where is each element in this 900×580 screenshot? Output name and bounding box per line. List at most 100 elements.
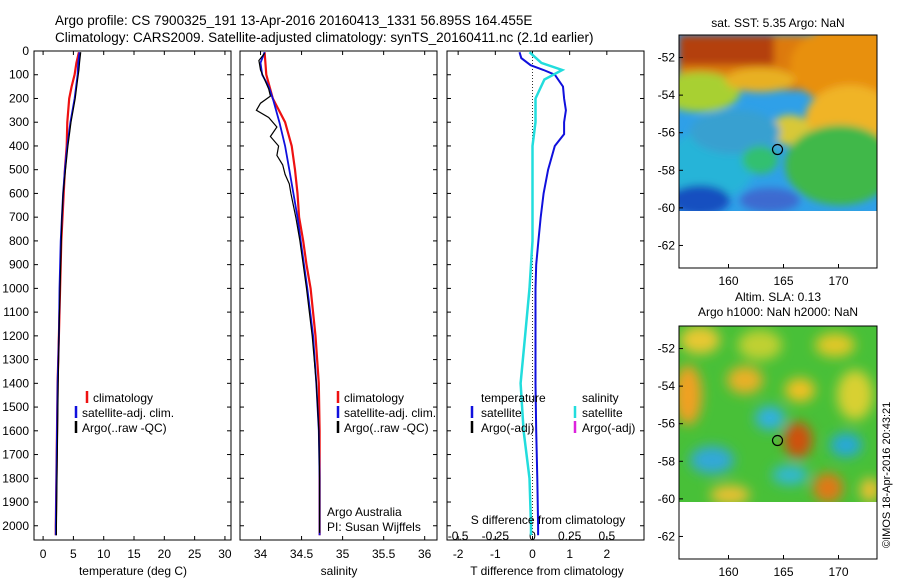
legend-label-argo: Argo(..raw -QC) — [344, 421, 429, 435]
salinity-tick-label: 34 — [254, 547, 268, 561]
depth-tick-label: 1600 — [2, 424, 29, 438]
sla-map-field — [679, 326, 877, 502]
depth-tick-label: 1000 — [2, 281, 29, 295]
legend-label-sal-argo: Argo(-adj) — [582, 421, 635, 435]
depth-tick-label: 200 — [9, 91, 29, 105]
pi-note: PI: Susan Wijffels — [327, 520, 421, 534]
temperature-tick-label: 25 — [188, 547, 202, 561]
legend-label-sal-satellite: satellite — [582, 406, 623, 420]
depth-tick-label: 1200 — [2, 329, 29, 343]
salinity-tick-label: 36 — [418, 547, 432, 561]
sst-map-ticks: 160 165 170 -52 -54 -56 -58 -60 -62 — [658, 51, 849, 288]
latitude-tick-label: -62 — [658, 238, 676, 252]
salinity-difference-tick-label: 0 — [529, 529, 536, 543]
latitude-tick-label: -60 — [658, 201, 676, 215]
latitude-tick-label: -60 — [658, 492, 676, 506]
difference-tick-label: 1 — [566, 547, 573, 561]
longitude-tick-label: 165 — [773, 274, 793, 288]
depth-axis-ticks: 0 100 200 300 400 500 600 700 800 900 1000 1100 1200… — [2, 44, 644, 533]
temperature-plot-frame — [33, 50, 232, 541]
longitude-tick-label: 170 — [828, 565, 848, 579]
salinity-tick-label: 35.5 — [372, 547, 396, 561]
depth-tick-label: 800 — [9, 234, 29, 248]
imos-credit: ©IMOS 18-Apr-2016 20:43:21 — [881, 402, 893, 548]
temperature-tick-label: 10 — [97, 547, 111, 561]
depth-tick-label: 1800 — [2, 471, 29, 485]
depth-tick-label: 1400 — [2, 376, 29, 390]
difference-series — [518, 51, 567, 536]
sla-map-subtitle: Argo h1000: NaN h2000: NaN — [698, 305, 858, 319]
salinity-legend: climatology satellite-adj. clim. Argo(..… — [327, 391, 436, 534]
legend-label-climatology: climatology — [344, 391, 404, 405]
depth-tick-label: 1700 — [2, 448, 29, 462]
salinity-line-0 — [263, 52, 321, 536]
depth-tick-label: 300 — [9, 115, 29, 129]
latitude-tick-label: -56 — [658, 126, 676, 140]
depth-tick-label: 100 — [9, 68, 29, 82]
temperature-tick-label: 20 — [158, 547, 172, 561]
legend-title-salinity: salinity — [582, 391, 619, 405]
sst-map-title: sat. SST: 5.35 Argo: NaN — [711, 16, 844, 30]
depth-tick-label: 1100 — [3, 305, 29, 319]
depth-tick-label: 1500 — [2, 400, 29, 414]
depth-tick-label: 1300 — [2, 353, 29, 367]
difference-tick-label: -1 — [490, 547, 501, 561]
temperature-tick-label: 5 — [70, 547, 77, 561]
longitude-tick-label: 165 — [773, 565, 793, 579]
salinity-xlabel: salinity — [321, 564, 358, 578]
depth-tick-label: 900 — [9, 258, 29, 272]
temperature-series — [54, 51, 82, 536]
temperature-line-2 — [55, 52, 82, 536]
difference-legend: temperature satellite Argo(-adj) salinit… — [470, 391, 635, 435]
difference-tick-label: 0 — [529, 547, 536, 561]
latitude-tick-label: -62 — [658, 529, 676, 543]
legend-title-temperature: temperature — [481, 391, 546, 405]
difference-tick-label: -2 — [453, 547, 464, 561]
temperature-tick-label: 15 — [127, 547, 141, 561]
temperature-xlabel: temperature (deg C) — [79, 564, 187, 578]
salinity-axis-ticks: 34 34.5 35 35.5 36 — [254, 51, 432, 561]
salinity-difference-tick-label: -0.25 — [482, 529, 510, 543]
sla-map-ticks: 160 165 170 -52 -54 -56 -58 -60 -62 — [658, 342, 849, 579]
depth-tick-label: 500 — [9, 163, 29, 177]
latitude-tick-label: -56 — [658, 417, 676, 431]
temperature-tick-label: 30 — [218, 547, 232, 561]
salinity-tick-label: 34.5 — [290, 547, 314, 561]
latitude-tick-label: -52 — [658, 342, 676, 356]
temperature-difference-line — [518, 51, 567, 536]
depth-tick-label: 0 — [22, 44, 29, 58]
difference-tick-label: 2 — [603, 547, 610, 561]
salinity-line-2 — [255, 53, 321, 533]
salinity-difference-tick-label: 0.5 — [598, 529, 615, 543]
temperature-legend: climatology satellite-adj. clim. Argo(..… — [74, 391, 174, 435]
salinity-tick-label: 35 — [336, 547, 350, 561]
legend-label-argo: Argo(..raw -QC) — [82, 421, 167, 435]
argo-location-marker — [771, 143, 784, 156]
depth-tick-label: 1900 — [2, 495, 29, 509]
depth-tick-label: 400 — [9, 139, 29, 153]
salinity-plot-frame — [239, 50, 438, 541]
figure-title-line2: Climatology: CARS2009. Satellite-adjuste… — [55, 30, 594, 45]
legend-label-temp-satellite: satellite — [481, 406, 522, 420]
difference-plot-frame — [446, 50, 645, 541]
latitude-tick-label: -52 — [658, 51, 676, 65]
sst-map-field — [679, 35, 877, 211]
latitude-tick-label: -54 — [658, 88, 676, 102]
salinity-difference-line — [519, 51, 566, 536]
temperature-tick-label: 0 — [40, 547, 47, 561]
depth-tick-label: 2000 — [2, 519, 29, 533]
temperature-axis-ticks: 0 5 10 15 20 25 30 — [40, 51, 232, 561]
latitude-tick-label: -54 — [658, 379, 676, 393]
legend-label-satellite: satellite-adj. clim. — [82, 406, 174, 420]
figure-title-line1: Argo profile: CS 7900325_191 13-Apr-2016… — [55, 13, 532, 28]
latitude-tick-label: -58 — [658, 163, 676, 177]
sla-map-frame — [678, 325, 878, 560]
legend-label-satellite: satellite-adj. clim. — [344, 406, 436, 420]
difference-axis-ticks: -2 -1 0 1 2 -0.5 -0.25 0 0.25 0.5 — [448, 51, 615, 561]
argo-location-marker — [771, 434, 784, 447]
longitude-tick-label: 160 — [718, 565, 738, 579]
depth-tick-label: 600 — [9, 186, 29, 200]
latitude-tick-label: -58 — [658, 454, 676, 468]
argo-australia-note: Argo Australia — [327, 505, 402, 519]
